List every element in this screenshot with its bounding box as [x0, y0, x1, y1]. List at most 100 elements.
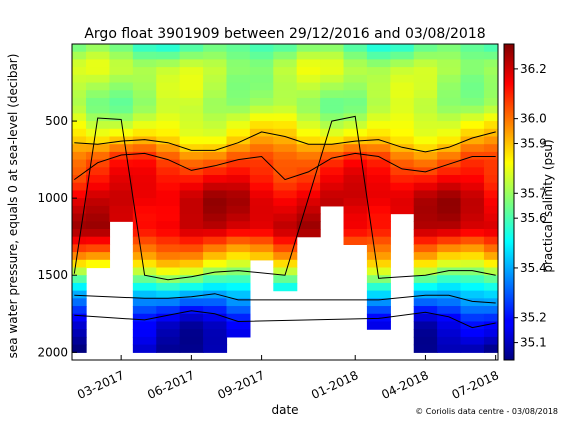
heatmap-cell — [203, 228, 228, 238]
heatmap-cell — [437, 175, 462, 184]
heatmap-cell — [273, 267, 298, 276]
heatmap-cell — [366, 113, 391, 122]
heatmap-cell — [109, 44, 134, 53]
heatmap-cell — [483, 44, 498, 53]
heatmap-cell — [460, 290, 485, 299]
heatmap-cell — [249, 182, 274, 192]
heatmap-cell — [132, 244, 157, 253]
heatmap-cell — [109, 205, 134, 215]
heatmap-cell — [437, 336, 462, 346]
heatmap-cell — [320, 90, 345, 99]
colorbar-tick-label: 35.6 — [520, 211, 547, 225]
heatmap-cell — [413, 90, 438, 99]
colorbar-tick-label: 35.2 — [520, 311, 547, 325]
heatmap-cell — [86, 97, 111, 107]
heatmap-cell — [156, 298, 181, 307]
salinity-contours — [73, 115, 496, 329]
heatmap-cell — [179, 236, 204, 245]
heatmap-cell — [226, 198, 251, 207]
y-axis: 500 1000 1500 2000 — [37, 114, 77, 359]
heatmap-cell — [343, 44, 368, 53]
heatmap-cell — [226, 167, 251, 176]
heatmap-cell — [460, 128, 485, 138]
heatmap-cell — [413, 252, 438, 261]
heatmap-cell — [203, 51, 228, 61]
heatmap-cell — [320, 97, 345, 107]
heatmap-cell — [179, 136, 204, 145]
heatmap-cell — [483, 121, 498, 130]
heatmap-cell — [437, 151, 462, 161]
heatmap-cell — [296, 159, 321, 168]
heatmap-cell — [179, 82, 204, 91]
heatmap-cell — [72, 244, 87, 253]
heatmap-cell — [203, 67, 228, 76]
contour-line — [74, 293, 496, 304]
heatmap-cell — [390, 175, 415, 184]
heatmap-cell — [86, 190, 111, 199]
heatmap-cell — [273, 74, 298, 84]
heatmap-cell — [179, 252, 204, 261]
heatmap-cell — [273, 51, 298, 61]
heatmap-cell — [437, 298, 462, 307]
heatmap-cell — [132, 97, 157, 107]
heatmap-cell — [460, 275, 485, 284]
heatmap-cell — [132, 190, 157, 199]
heatmap-cell — [203, 59, 228, 68]
heatmap-cell — [203, 175, 228, 184]
heatmap-cell — [226, 51, 251, 61]
heatmap-cell — [320, 182, 345, 192]
heatmap-cell — [413, 306, 438, 315]
heatmap-cell — [413, 290, 438, 299]
heatmap-cell — [460, 244, 485, 253]
heatmap-cell — [413, 151, 438, 161]
heatmap-cell — [460, 182, 485, 192]
heatmap-cell — [437, 182, 462, 192]
heatmap-cell — [249, 51, 274, 61]
x-tick-label: 07-2018 — [450, 368, 501, 402]
heatmap-cell — [296, 213, 321, 222]
heatmap-cell — [86, 67, 111, 76]
heatmap-cell — [132, 51, 157, 61]
heatmap-cell — [343, 228, 368, 238]
heatmap-cell — [273, 190, 298, 199]
heatmap-cell — [132, 121, 157, 130]
heatmap-cell — [273, 121, 298, 130]
heatmap-cell — [413, 74, 438, 84]
heatmap-cell — [132, 144, 157, 153]
heatmap-cell — [179, 298, 204, 307]
heatmap-cell — [179, 198, 204, 207]
heatmap-cell — [109, 128, 134, 138]
heatmap-cell — [343, 105, 368, 114]
profile-column — [390, 44, 415, 215]
heatmap-cell — [72, 221, 87, 230]
heatmap-cell — [366, 275, 391, 284]
heatmap-cell — [273, 113, 298, 122]
x-tick-label: 09-2017 — [216, 368, 267, 402]
heatmap-cell — [273, 159, 298, 168]
heatmap-cell — [390, 128, 415, 138]
heatmap-cell — [460, 190, 485, 199]
heatmap-cell — [413, 59, 438, 68]
heatmap-cell — [72, 228, 87, 238]
heatmap-cell — [343, 213, 368, 222]
heatmap-cell — [109, 121, 134, 130]
heatmap-cell — [249, 136, 274, 145]
heatmap-cell — [460, 321, 485, 330]
heatmap-cell — [413, 313, 438, 323]
heatmap-cell — [320, 190, 345, 199]
heatmap-cell — [72, 121, 87, 130]
heatmap-cell — [72, 44, 87, 53]
heatmap-cell — [179, 336, 204, 346]
heatmap-cell — [86, 244, 111, 253]
heatmap-cell — [437, 97, 462, 107]
heatmap-cell — [366, 190, 391, 199]
heatmap-cell — [179, 275, 204, 284]
heatmap-cell — [203, 221, 228, 230]
heatmap-cell — [413, 267, 438, 276]
heatmap-cell — [203, 344, 228, 353]
heatmap-cell — [203, 105, 228, 114]
heatmap-cell — [179, 221, 204, 230]
heatmap-cell — [203, 97, 228, 107]
heatmap-cell — [249, 190, 274, 199]
heatmap-cell — [413, 329, 438, 338]
